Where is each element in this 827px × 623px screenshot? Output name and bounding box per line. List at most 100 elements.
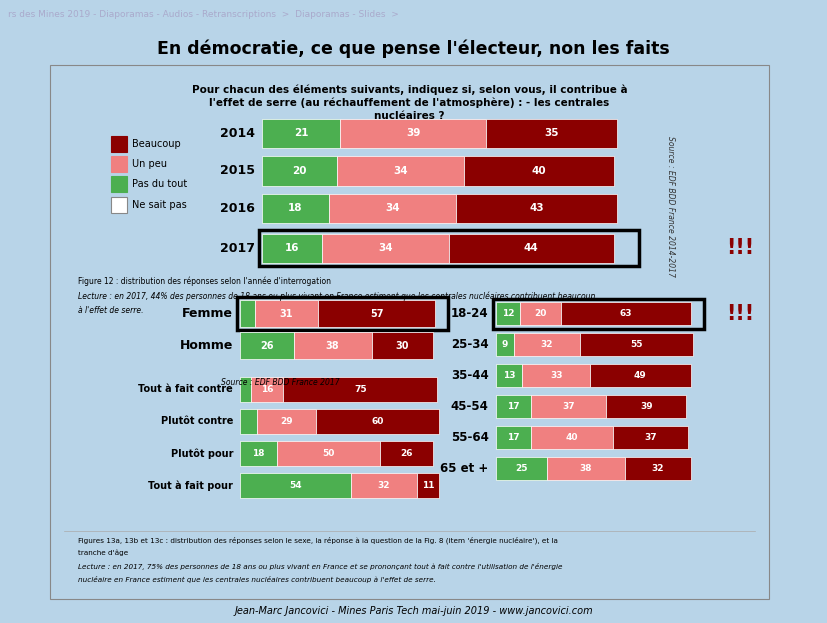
Bar bbox=[547, 457, 625, 480]
Bar bbox=[111, 136, 127, 152]
Bar bbox=[514, 333, 580, 356]
Text: Un peu: Un peu bbox=[132, 159, 167, 169]
Bar bbox=[606, 395, 686, 418]
Text: 60: 60 bbox=[371, 417, 384, 426]
Text: 50: 50 bbox=[323, 449, 335, 458]
Bar bbox=[255, 300, 318, 327]
Text: 16: 16 bbox=[284, 243, 299, 254]
Text: 25-34: 25-34 bbox=[451, 338, 489, 351]
Text: 31: 31 bbox=[280, 308, 294, 319]
Text: Ne sait pas: Ne sait pas bbox=[132, 200, 187, 210]
Text: 55: 55 bbox=[630, 340, 643, 349]
Text: 18: 18 bbox=[289, 203, 303, 213]
Bar bbox=[262, 119, 341, 148]
Bar bbox=[495, 302, 520, 325]
Text: !!!: !!! bbox=[726, 238, 754, 259]
Text: 25: 25 bbox=[515, 464, 528, 473]
Text: 35-44: 35-44 bbox=[451, 369, 489, 382]
Bar bbox=[417, 473, 439, 498]
Text: 32: 32 bbox=[378, 481, 390, 490]
Bar bbox=[590, 364, 691, 388]
Text: 34: 34 bbox=[393, 166, 408, 176]
Text: nucléaire en France estiment que les centrales nucléaires contribuent beaucoup à: nucléaire en France estiment que les cen… bbox=[79, 576, 437, 583]
Text: nucléaires ?: nucléaires ? bbox=[374, 111, 445, 121]
Text: 26: 26 bbox=[400, 449, 413, 458]
Bar bbox=[531, 395, 606, 418]
Text: 11: 11 bbox=[422, 481, 434, 490]
Bar bbox=[262, 156, 337, 186]
Text: 40: 40 bbox=[532, 166, 546, 176]
Bar bbox=[464, 156, 614, 186]
Text: !!!: !!! bbox=[726, 303, 754, 324]
Text: 26: 26 bbox=[261, 341, 274, 351]
Bar bbox=[111, 197, 127, 213]
Bar bbox=[251, 377, 284, 402]
Bar bbox=[294, 333, 371, 359]
Text: En démocratie, ce que pense l'électeur, non les faits: En démocratie, ce que pense l'électeur, … bbox=[157, 39, 670, 58]
Text: 20: 20 bbox=[292, 166, 307, 176]
Text: 54: 54 bbox=[289, 481, 302, 490]
Bar bbox=[486, 119, 617, 148]
Bar bbox=[284, 377, 437, 402]
Text: 20: 20 bbox=[534, 309, 547, 318]
Text: 18: 18 bbox=[252, 449, 265, 458]
Bar bbox=[562, 302, 691, 325]
Bar bbox=[520, 302, 562, 325]
Text: 38: 38 bbox=[580, 464, 592, 473]
Bar bbox=[613, 426, 688, 449]
Text: 55-64: 55-64 bbox=[451, 431, 489, 444]
Bar bbox=[111, 156, 127, 172]
Bar bbox=[262, 194, 329, 223]
Text: 2016: 2016 bbox=[220, 202, 255, 215]
Bar bbox=[241, 377, 251, 402]
Bar bbox=[256, 409, 316, 434]
Text: 30: 30 bbox=[395, 341, 409, 351]
Text: tranche d'âge: tranche d'âge bbox=[79, 549, 129, 556]
Bar bbox=[241, 440, 277, 466]
Bar bbox=[449, 234, 614, 263]
Text: Homme: Homme bbox=[179, 339, 233, 352]
Bar bbox=[322, 234, 449, 263]
Text: 32: 32 bbox=[541, 340, 553, 349]
Bar bbox=[316, 409, 439, 434]
Text: 40: 40 bbox=[566, 433, 578, 442]
Text: à l'effet de serre.: à l'effet de serre. bbox=[79, 307, 144, 315]
Text: 2015: 2015 bbox=[220, 164, 255, 178]
Text: 17: 17 bbox=[507, 433, 519, 442]
Bar bbox=[371, 333, 433, 359]
Bar bbox=[625, 457, 691, 480]
Text: Source : EDF BDD France 2014-2017: Source : EDF BDD France 2014-2017 bbox=[666, 136, 675, 277]
Bar bbox=[318, 300, 435, 327]
Text: Lecture : en 2017, 44% des personnes de 18 ans ou plus vivant en France estiment: Lecture : en 2017, 44% des personnes de … bbox=[79, 292, 595, 301]
Text: 65 et +: 65 et + bbox=[440, 462, 489, 475]
Bar bbox=[351, 473, 417, 498]
Text: 16: 16 bbox=[261, 385, 273, 394]
Bar bbox=[495, 426, 531, 449]
Text: 35: 35 bbox=[544, 128, 559, 138]
Bar bbox=[241, 333, 294, 359]
Bar bbox=[341, 119, 486, 148]
Text: Plutôt pour: Plutôt pour bbox=[170, 448, 233, 459]
Bar bbox=[495, 364, 523, 388]
Bar bbox=[241, 409, 256, 434]
Bar bbox=[241, 473, 351, 498]
Text: 13: 13 bbox=[503, 371, 515, 380]
Text: Tout à fait contre: Tout à fait contre bbox=[138, 384, 233, 394]
Bar bbox=[380, 440, 433, 466]
Text: 2014: 2014 bbox=[220, 127, 255, 140]
Bar bbox=[457, 194, 617, 223]
Text: Figures 13a, 13b et 13c : distribution des réponses selon le sexe, la réponse à : Figures 13a, 13b et 13c : distribution d… bbox=[79, 536, 558, 544]
Bar bbox=[495, 457, 547, 480]
Text: Lecture : en 2017, 75% des personnes de 18 ans ou plus vivant en France et se pr: Lecture : en 2017, 75% des personnes de … bbox=[79, 563, 563, 570]
Text: Tout à fait pour: Tout à fait pour bbox=[148, 480, 233, 490]
Text: rs des Mines 2019 - Diaporamas - Audios - Retranscriptions  >  Diaporamas - Slid: rs des Mines 2019 - Diaporamas - Audios … bbox=[8, 11, 399, 19]
Text: 49: 49 bbox=[633, 371, 647, 380]
Text: 29: 29 bbox=[280, 417, 293, 426]
Text: 75: 75 bbox=[354, 385, 366, 394]
Bar bbox=[111, 176, 127, 193]
Bar bbox=[237, 297, 448, 330]
Text: 17: 17 bbox=[507, 402, 519, 411]
Text: Figure 12 : distribution des réponses selon l'année d'interrogation: Figure 12 : distribution des réponses se… bbox=[79, 277, 332, 286]
Bar bbox=[337, 156, 464, 186]
Bar bbox=[259, 231, 639, 266]
